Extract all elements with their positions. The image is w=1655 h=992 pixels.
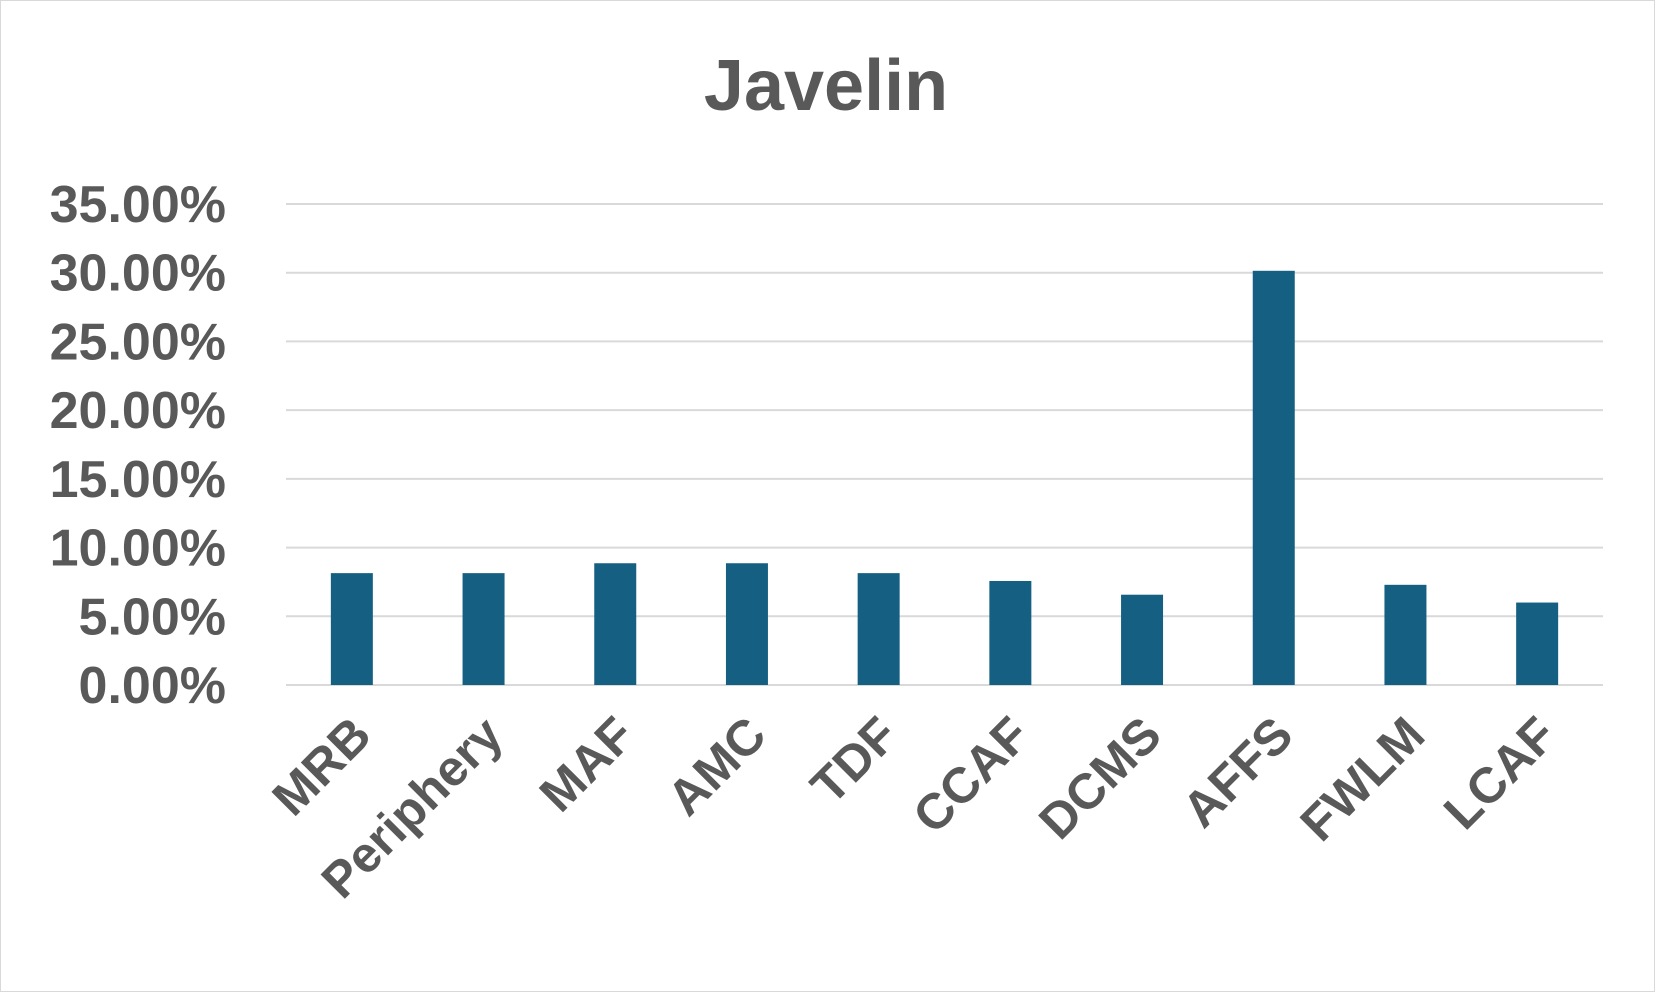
chart-title: Javelin: [704, 46, 948, 126]
y-axis-tick-labels: 0.00% 5.00% 10.00% 15.00% 20.00% 25.00% 30.00%…: [50, 176, 226, 715]
x-tick-label: AMC: [657, 706, 777, 826]
x-tick-label: CCAF: [902, 706, 1040, 844]
bar: [594, 563, 637, 685]
y-tick-label: 35.00%: [50, 176, 226, 234]
x-tick-label: FWLM: [1290, 706, 1436, 852]
bar: [1121, 594, 1164, 685]
x-tick-label: TDF: [800, 706, 908, 814]
bar: [1384, 584, 1427, 685]
bars: [330, 270, 1559, 685]
bar: [857, 573, 900, 685]
bar: [725, 563, 768, 685]
gridlines: [286, 203, 1603, 686]
x-tick-label: LCAF: [1433, 706, 1567, 840]
y-tick-label: 5.00%: [79, 588, 226, 646]
bar: [989, 580, 1032, 685]
bar: [1252, 270, 1295, 685]
y-tick-label: 20.00%: [50, 382, 226, 440]
bar: [1516, 602, 1559, 685]
y-tick-label: 25.00%: [50, 313, 226, 371]
y-tick-label: 15.00%: [50, 451, 226, 509]
y-tick-label: 10.00%: [50, 520, 226, 578]
x-tick-label: AFFS: [1172, 706, 1304, 838]
y-tick-label: 30.00%: [50, 245, 226, 303]
x-tick-label: MRB: [262, 706, 382, 826]
bar: [462, 573, 505, 685]
bar: [330, 573, 373, 685]
x-tick-label: MAF: [529, 706, 645, 822]
y-tick-label: 0.00%: [79, 657, 226, 715]
x-tick-label: DCMS: [1028, 706, 1172, 850]
